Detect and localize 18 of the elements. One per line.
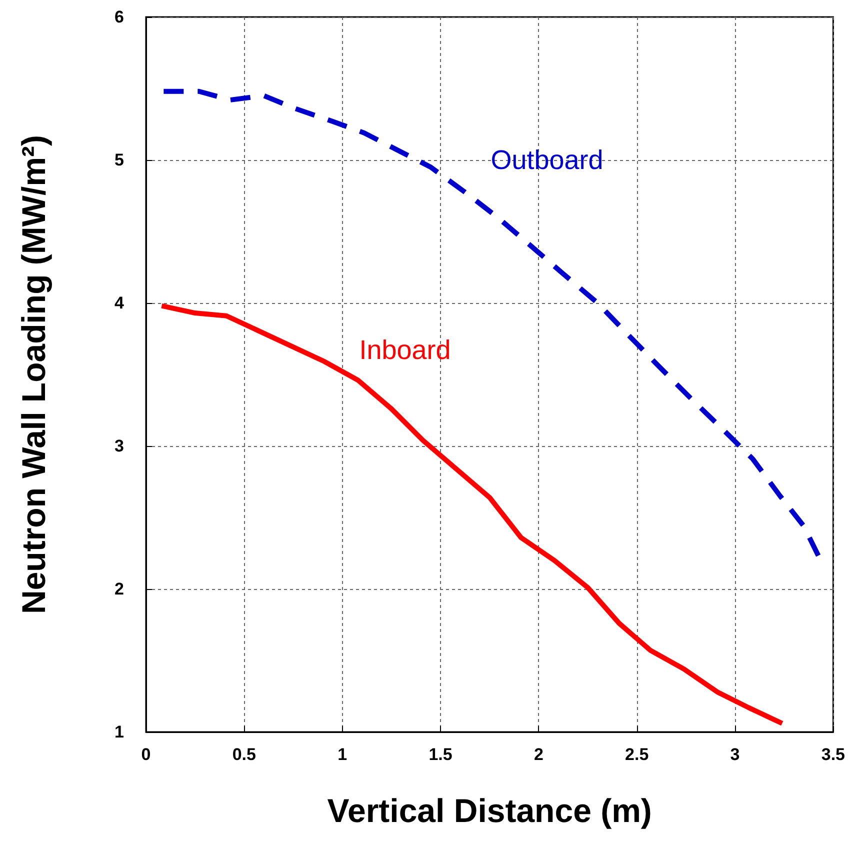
y-tick-label: 1 — [114, 722, 124, 742]
x-axis-title: Vertical Distance (m) — [327, 792, 652, 829]
x-tick-label: 0.5 — [232, 745, 256, 764]
y-tick-label: 4 — [114, 294, 125, 312]
series-label: Outboard — [490, 145, 604, 175]
x-tick-label: 2 — [534, 745, 544, 764]
y-tick-label: 6 — [114, 8, 124, 26]
y-tick-label: 3 — [114, 436, 124, 456]
series-label: Inboard — [359, 335, 451, 365]
x-tick-label: 3.5 — [821, 745, 846, 764]
x-tick-label: 1.5 — [428, 745, 452, 764]
y-axis-title: Neutron Wall Loading (MW/m²) — [15, 134, 52, 614]
x-tick-label: 1 — [338, 745, 348, 764]
y-tick-label: 2 — [114, 580, 124, 598]
y-tick-label: 5 — [114, 150, 124, 170]
x-tick-label: 3 — [730, 745, 740, 764]
x-tick-label: 2.5 — [625, 745, 649, 764]
x-tick-label: 0 — [141, 745, 151, 764]
